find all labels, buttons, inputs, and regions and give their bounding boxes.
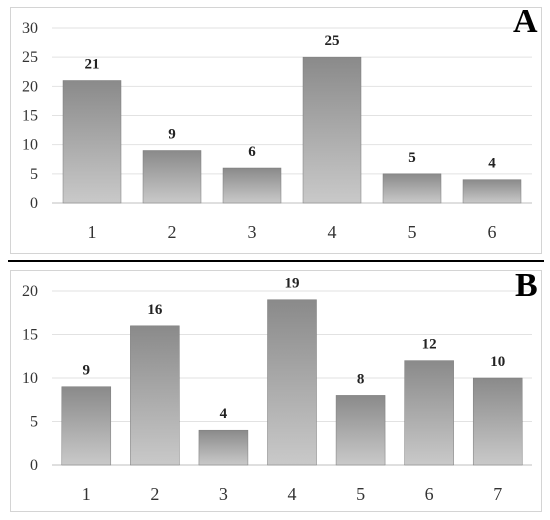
x-tick-label-b-3: 3	[219, 484, 228, 504]
x-tick-label-b-7: 7	[493, 484, 502, 504]
data-label-a-6: 4	[488, 156, 496, 172]
bar-b-4	[267, 299, 317, 466]
bar-a-3	[222, 167, 282, 204]
bar-b-6	[404, 360, 454, 466]
chart-a: 0 5 10 15 20 25 30 21 1 9 2 6 3 25 4 5 5 4 6	[22, 20, 532, 242]
x-tick-label-a-2: 2	[168, 222, 177, 242]
y-tick-label-b-0: 0	[30, 457, 38, 474]
data-label-a-2: 9	[168, 127, 176, 143]
x-tick-label-a-3: 3	[248, 222, 257, 242]
x-tick-label-b-1: 1	[82, 484, 91, 504]
y-tick-label-a-25: 25	[22, 49, 38, 66]
x-tick-label-a-1: 1	[88, 222, 97, 242]
y-tick-label-a-30: 30	[22, 20, 38, 37]
x-tick-label-a-5: 5	[408, 222, 417, 242]
y-tick-label-b-10: 10	[22, 370, 38, 387]
y-tick-label-b-20: 20	[22, 283, 38, 300]
y-tick-label-a-0: 0	[30, 195, 38, 212]
bar-a-2	[142, 150, 202, 204]
data-label-b-7: 10	[490, 354, 505, 370]
x-tick-label-b-2: 2	[150, 484, 159, 504]
data-label-a-1: 21	[85, 57, 100, 73]
chart-b: 0 5 10 15 20 9 1 16 2 4 3 19 4 8 5 12 6 10 7	[22, 276, 532, 504]
bar-b-5	[335, 395, 386, 466]
y-tick-label-a-20: 20	[22, 78, 38, 95]
y-tick-label-a-15: 15	[22, 108, 38, 125]
bar-a-1	[62, 80, 122, 204]
data-label-b-3: 4	[220, 406, 228, 422]
y-tick-label-a-5: 5	[30, 166, 38, 183]
bar-b-1	[61, 386, 112, 466]
data-label-b-5: 8	[357, 371, 365, 387]
x-tick-label-b-4: 4	[288, 484, 297, 504]
x-tick-label-a-4: 4	[328, 222, 337, 242]
panel-label-a: A	[513, 3, 538, 40]
bar-b-3	[198, 429, 249, 466]
y-tick-label-b-5: 5	[30, 414, 38, 431]
bar-b-7	[472, 377, 523, 466]
data-label-b-2: 16	[147, 302, 163, 318]
data-label-b-4: 19	[285, 276, 300, 292]
x-tick-label-a-6: 6	[488, 222, 497, 242]
data-label-a-5: 5	[408, 150, 416, 166]
y-tick-label-a-10: 10	[22, 137, 38, 154]
data-label-b-1: 9	[83, 363, 91, 379]
panel-divider	[8, 260, 544, 262]
bar-a-5	[382, 173, 442, 204]
y-tick-label-b-15: 15	[22, 327, 38, 344]
data-label-a-3: 6	[248, 144, 256, 160]
x-tick-label-b-6: 6	[425, 484, 434, 504]
bar-a-6	[462, 179, 522, 204]
bar-a-4	[302, 56, 362, 204]
x-tick-label-b-5: 5	[356, 484, 365, 504]
data-label-a-4: 25	[325, 33, 340, 49]
data-label-b-6: 12	[422, 337, 437, 353]
bar-b-2	[130, 325, 180, 466]
panel-label-b: B	[515, 267, 538, 304]
